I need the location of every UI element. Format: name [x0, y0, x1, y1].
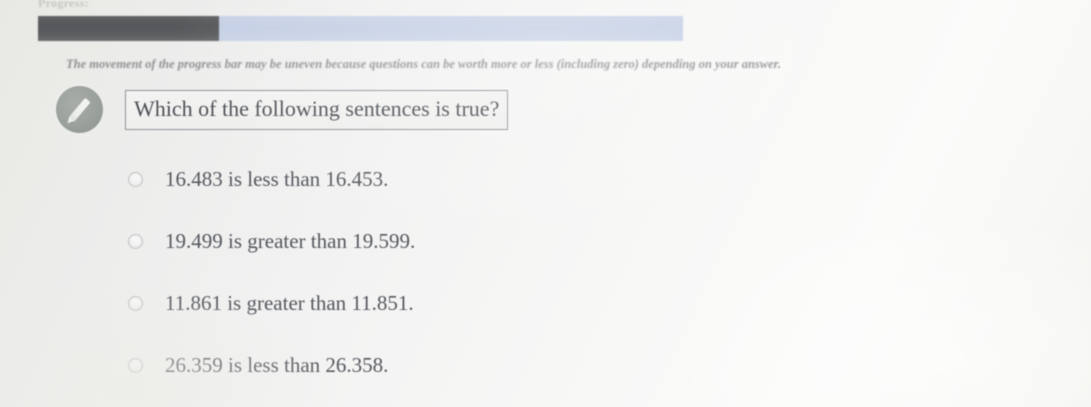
answer-option-b[interactable]: 19.499 is greater than 19.599. — [128, 210, 828, 272]
progress-bar-fill — [38, 16, 219, 41]
progress-bar — [38, 16, 683, 41]
question-text: Which of the following sentences is true… — [125, 89, 509, 130]
answer-option-d-label: 26.359 is less than 26.358. — [165, 353, 389, 377]
progress-note: The movement of the progress bar may be … — [66, 57, 781, 71]
answer-option-c[interactable]: 11.861 is greater than 11.851. — [128, 272, 828, 334]
progress-label: Progress: — [38, 0, 89, 10]
pencil-glyph — [68, 97, 91, 122]
radio-button-d[interactable] — [128, 357, 143, 373]
question-row: Which of the following sentences is true… — [56, 86, 509, 133]
answer-option-c-label: 11.861 is greater than 11.851. — [165, 291, 414, 315]
pencil-icon — [56, 86, 103, 133]
answer-option-b-label: 19.499 is greater than 19.599. — [165, 229, 416, 253]
answer-option-a[interactable]: 16.483 is less than 16.453. — [128, 148, 828, 210]
answer-option-d[interactable]: 26.359 is less than 26.358. — [128, 334, 828, 396]
answer-options: 16.483 is less than 16.453. 19.499 is gr… — [128, 148, 828, 396]
radio-button-b[interactable] — [128, 233, 143, 249]
answer-option-a-label: 16.483 is less than 16.453. — [165, 167, 389, 191]
radio-button-c[interactable] — [128, 295, 143, 311]
radio-button-a[interactable] — [128, 171, 143, 187]
